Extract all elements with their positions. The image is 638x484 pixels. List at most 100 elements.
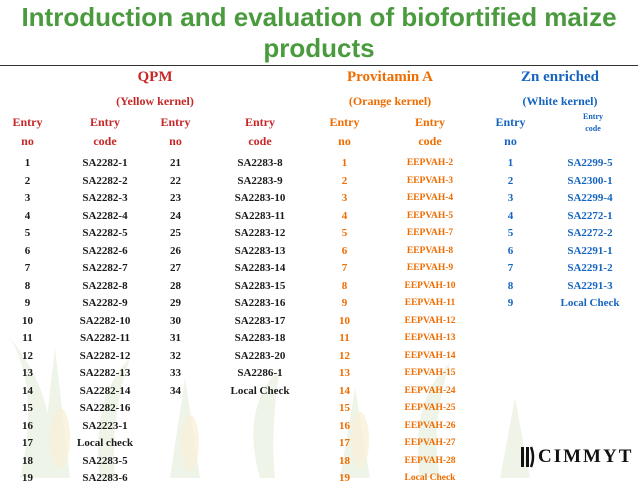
qpm2-code-header: code bbox=[248, 134, 272, 148]
provitamin-code-header: code bbox=[418, 134, 442, 148]
qpm1-entry-no: 5 bbox=[24, 227, 31, 239]
qpm-group-subtitle: (Yellow kernel) bbox=[116, 94, 194, 108]
provitamin-entry-code: EEPVAH-2 bbox=[406, 158, 454, 168]
qpm1-entry-no: 19 bbox=[22, 472, 33, 484]
cimmyt-logo-text: CIMMYT bbox=[538, 446, 634, 467]
qpm1-entry-no: 8 bbox=[24, 279, 31, 292]
provitamin-entry-code: EEPVAH-11 bbox=[404, 298, 456, 308]
qpm2-entry-code: SA2283-16 bbox=[234, 297, 286, 309]
provitamin-entry-code: EEPVAH-15 bbox=[404, 368, 456, 378]
provitamin-entry-no: 6 bbox=[341, 244, 348, 257]
qpm1-entry-code: SA2282-8 bbox=[82, 279, 128, 292]
qpm2-entry-code: SA2283-13 bbox=[234, 244, 286, 257]
qpm1-entry-no: 15 bbox=[22, 402, 33, 414]
provitamin-entry-code: EEPVAH-7 bbox=[406, 228, 454, 238]
provitamin-entry-header: Entry bbox=[329, 115, 360, 129]
qpm1-entry-code: SA2282-1 bbox=[82, 157, 128, 169]
qpm1-entry-no: 6 bbox=[24, 244, 31, 257]
qpm1-entry-code: SA2282-11 bbox=[79, 332, 131, 344]
zn-group-subtitle: (White kernel) bbox=[522, 94, 598, 108]
qpm2-entry-code: SA2283-10 bbox=[234, 192, 286, 204]
qpm1-entry-code: SA2283-6 bbox=[82, 472, 128, 484]
provitamin-entry-code: EEPVAH-27 bbox=[404, 438, 456, 448]
qpm2-entry-code: SA2283-18 bbox=[234, 332, 286, 344]
qpm-group-title: QPM bbox=[137, 69, 173, 85]
cimmyt-logo: CIMMYT bbox=[520, 444, 632, 470]
qpm1-entry-no: 11 bbox=[22, 332, 33, 344]
qpm2-entry-code-header: Entry bbox=[245, 115, 275, 129]
qpm2-entry-header: Entry bbox=[160, 115, 191, 129]
provitamin-entry-code: EEPVAH-25 bbox=[404, 403, 456, 413]
provitamin-entry-no: 4 bbox=[341, 209, 348, 222]
qpm1-entry-code: SA2282-10 bbox=[79, 314, 131, 327]
qpm1-entry-code: SA2282-16 bbox=[79, 402, 131, 414]
qpm1-code-header: code bbox=[93, 134, 117, 148]
qpm1-entry-code: SA2282-9 bbox=[82, 297, 128, 309]
qpm1-entry-code: SA2282-5 bbox=[82, 227, 128, 239]
provitamin-entry-code: EEPVAH-3 bbox=[406, 175, 454, 186]
zn-entry-no: 8 bbox=[507, 279, 514, 292]
provitamin-entry-code: EEPVAH-26 bbox=[404, 420, 456, 431]
zn-entry-no: 4 bbox=[507, 209, 514, 222]
provitamin-entry-code: EEPVAH-5 bbox=[406, 210, 454, 221]
qpm1-entry-code: SA2223-1 bbox=[82, 419, 128, 432]
provitamin-entry-no: 15 bbox=[339, 402, 350, 414]
qpm1-entry-code: SA2282-13 bbox=[79, 367, 131, 379]
qpm2-entry-no: 25 bbox=[170, 227, 181, 239]
provitamin-entry-code: EEPVAH-12 bbox=[404, 315, 456, 326]
provitamin-entry-code: EEPVAH-24 bbox=[404, 385, 456, 396]
qpm1-entry-code: SA2282-3 bbox=[82, 192, 128, 204]
qpm1-entry-code: SA2282-4 bbox=[82, 209, 128, 222]
provitamin-group-subtitle: (Orange kernel) bbox=[348, 94, 432, 108]
zn-entry-no: 6 bbox=[507, 244, 514, 257]
qpm1-entry-no: 4 bbox=[24, 209, 31, 222]
qpm1-entry-no: 12 bbox=[22, 349, 33, 362]
qpm2-entry-no: 21 bbox=[170, 157, 181, 169]
qpm2-entry-no: 29 bbox=[170, 297, 181, 309]
qpm1-entry-no: 2 bbox=[24, 174, 31, 187]
provitamin-entry-no: 3 bbox=[341, 192, 348, 204]
provitamin-entry-no: 8 bbox=[341, 279, 348, 292]
zn-entry-no: 7 bbox=[507, 262, 514, 274]
qpm1-entry-no: 9 bbox=[24, 297, 31, 309]
zn-entry-code: SA2299-4 bbox=[567, 192, 613, 204]
qpm1-entry-no: 16 bbox=[22, 419, 33, 432]
cimmyt-mark-icon bbox=[521, 446, 535, 468]
zn-entry-header: Entry bbox=[495, 115, 526, 129]
qpm2-entry-code: SA2283-15 bbox=[234, 279, 286, 292]
qpm2-entry-code: SA2286-1 bbox=[237, 367, 283, 379]
provitamin-entry-code-header: Entry bbox=[415, 115, 445, 129]
zn-group-title: Zn enriched bbox=[521, 69, 599, 85]
zn-no-header: no bbox=[504, 134, 517, 148]
qpm1-entry-code: SA2283-5 bbox=[82, 454, 128, 467]
provitamin-entry-no: 9 bbox=[341, 297, 348, 309]
qpm1-entry-code: SA2282-2 bbox=[82, 174, 128, 187]
provitamin-entry-no: 16 bbox=[339, 419, 350, 432]
qpm1-entry-no: 3 bbox=[24, 192, 31, 204]
qpm2-entry-no: 32 bbox=[170, 349, 181, 362]
qpm2-entry-code: SA2283-12 bbox=[234, 227, 286, 239]
zn-entry-code-header: Entry bbox=[583, 112, 603, 121]
provitamin-entry-code: EEPVAH-14 bbox=[404, 350, 456, 361]
provitamin-entry-code: Local Check bbox=[404, 473, 456, 483]
qpm2-entry-code: SA2283-14 bbox=[234, 262, 286, 274]
qpm1-entry-no: 13 bbox=[22, 367, 33, 379]
provitamin-entry-no: 1 bbox=[341, 157, 348, 169]
zn-code-header: code bbox=[585, 124, 601, 133]
qpm1-entry-no: 14 bbox=[22, 384, 33, 397]
provitamin-entry-no: 11 bbox=[339, 332, 350, 344]
zn-entry-no: 2 bbox=[507, 174, 514, 187]
qpm2-entry-no: 23 bbox=[170, 192, 181, 204]
qpm2-entry-no: 27 bbox=[170, 262, 181, 274]
qpm2-entry-code: Local Check bbox=[230, 384, 290, 397]
provitamin-entry-code: EEPVAH-8 bbox=[406, 245, 454, 256]
qpm2-entry-no: 22 bbox=[170, 174, 181, 187]
provitamin-no-header: no bbox=[338, 134, 351, 148]
qpm1-entry-no: 1 bbox=[24, 157, 31, 169]
provitamin-entry-code: EEPVAH-28 bbox=[404, 455, 456, 466]
qpm1-entry-code: SA2282-7 bbox=[82, 262, 128, 274]
provitamin-entry-no: 18 bbox=[339, 454, 350, 467]
zn-entry-code: SA2291-1 bbox=[567, 244, 613, 257]
qpm1-entry-no: 17 bbox=[22, 437, 33, 449]
qpm2-entry-no: 26 bbox=[170, 244, 181, 257]
